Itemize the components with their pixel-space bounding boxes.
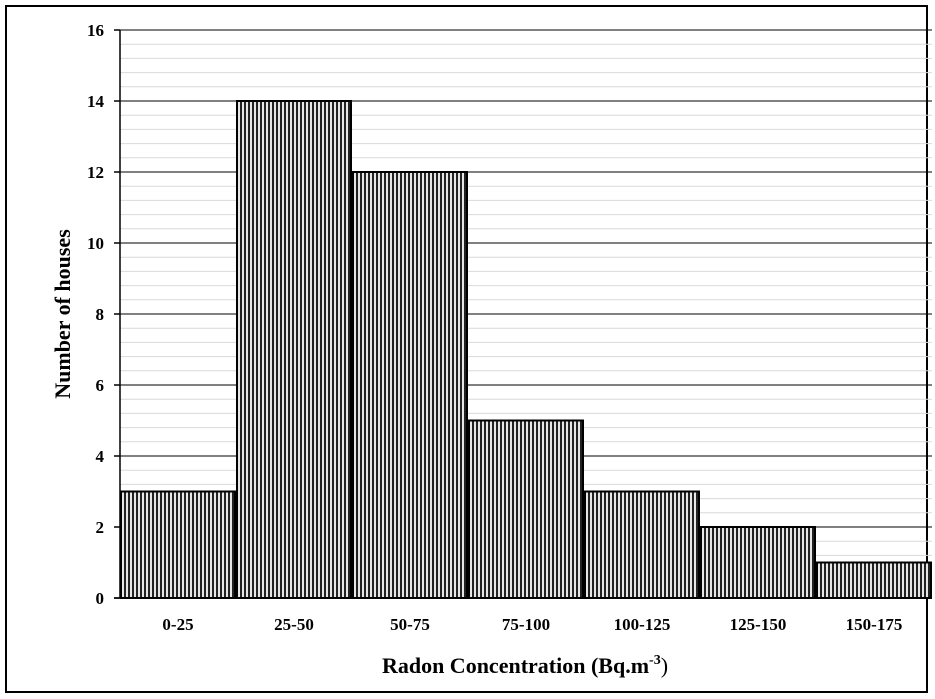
x-axis-title-main: Radon Concentration (Bq.m — [382, 653, 649, 678]
y-tick-label: 12 — [87, 163, 104, 182]
y-tick-label: 8 — [96, 305, 105, 324]
x-axis-title: Radon Concentration (Bq.m-3) — [382, 653, 668, 678]
bar-150-175 — [816, 561, 932, 599]
x-tick-label: 25-50 — [274, 615, 314, 634]
axes — [114, 29, 932, 599]
bar-100-125 — [584, 490, 700, 599]
bar-50-75 — [352, 171, 468, 599]
y-tick-label: 2 — [96, 518, 105, 537]
x-tick-label: 75-100 — [502, 615, 550, 634]
y-tick-label: 16 — [87, 21, 104, 40]
x-tick-label: 0-25 — [162, 615, 193, 634]
bar-125-150 — [700, 526, 816, 599]
y-tick-label: 10 — [87, 234, 104, 253]
bar-0-25 — [120, 490, 236, 599]
x-tick-labels: 0-25 25-50 50-75 75-100 100-125 125-150 150-17… — [162, 615, 902, 634]
x-axis-title-superscript: -3 — [649, 653, 661, 668]
bar-75-100 — [468, 419, 584, 599]
bar-25-50 — [236, 100, 352, 599]
bars — [120, 100, 932, 599]
y-tick-labels: 0 2 4 6 8 10 12 14 16 — [87, 21, 105, 608]
chart-frame — [5, 5, 928, 693]
x-tick-label: 125-150 — [730, 615, 787, 634]
x-tick-label: 50-75 — [390, 615, 430, 634]
y-tick-label: 6 — [96, 376, 105, 395]
y-tick-label: 0 — [96, 589, 105, 608]
x-axis-title-closing: ) — [661, 653, 668, 678]
y-axis-title: Number of houses — [50, 229, 75, 399]
x-tick-label: 100-125 — [614, 615, 671, 634]
x-tick-label: 150-175 — [846, 615, 903, 634]
y-tick-label: 4 — [96, 447, 105, 466]
y-tick-label: 14 — [87, 92, 105, 111]
